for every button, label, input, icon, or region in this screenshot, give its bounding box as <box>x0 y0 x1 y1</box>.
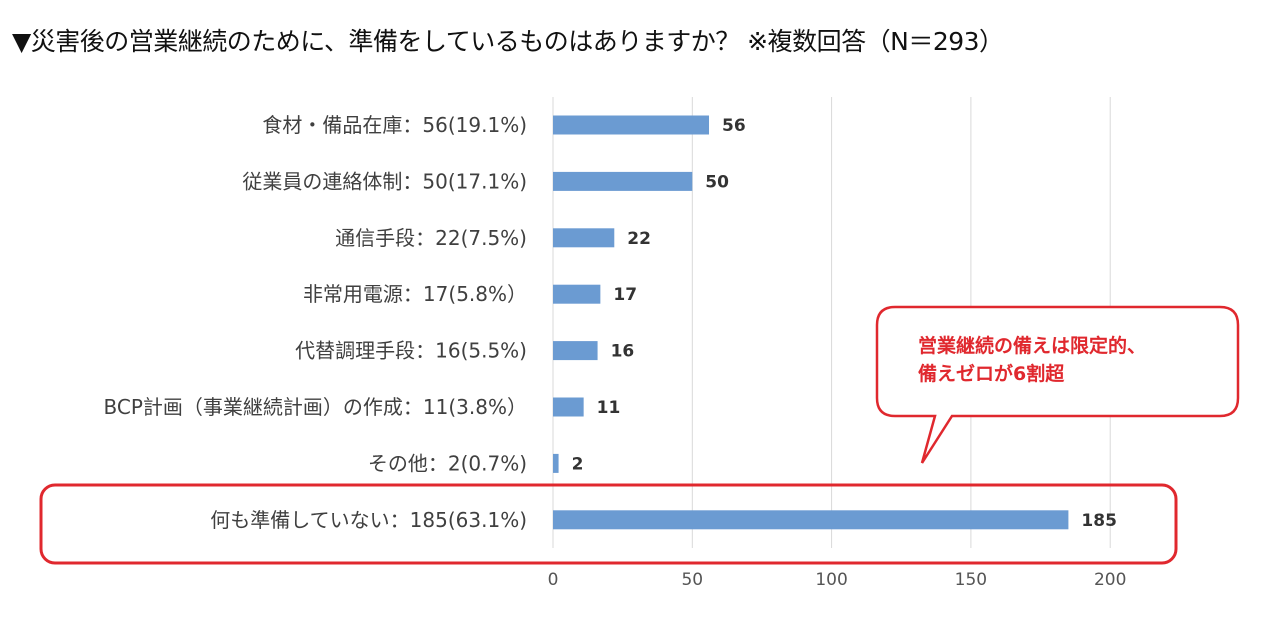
bar <box>553 397 584 417</box>
callout-line-2: 備えゼロが6割超 <box>918 362 1065 385</box>
callout: 営業継続の備えは限定的、 備えゼロが6割超 <box>875 305 1240 464</box>
data-label: 17 <box>613 285 637 305</box>
bar <box>553 228 615 248</box>
page-title: ▼災害後の営業継続のために、準備をしているものはありますか？ ※複数回答（N＝2… <box>12 27 1004 56</box>
data-label: 185 <box>1081 511 1117 531</box>
bars <box>553 115 1069 530</box>
bar <box>553 284 601 304</box>
category-label: その他：2(0.7%) <box>368 451 527 475</box>
bar <box>553 510 1069 530</box>
bar <box>553 171 693 191</box>
category-labels: 食材・備品在庫：56(19.1%) 従業員の連絡体制：50(17.1%) 通信手段：… <box>104 113 527 532</box>
data-label: 11 <box>597 398 621 418</box>
x-axis-ticks: 0 50 100 150 200 <box>548 570 1127 590</box>
category-label: 食材・備品在庫：56(19.1%) <box>262 113 527 137</box>
x-tick-label: 0 <box>548 570 559 590</box>
category-label: 従業員の連絡体制：50(17.1%) <box>242 169 527 193</box>
x-tick-label: 50 <box>681 570 703 590</box>
category-label: 何も準備していない：185(63.1%) <box>210 508 527 532</box>
highlight-box <box>39 483 1178 565</box>
category-label: 非常用電源：17(5.8%） <box>303 282 527 306</box>
value-labels: 56 50 22 17 16 11 2 185 <box>572 116 1117 531</box>
data-label: 2 <box>572 454 584 474</box>
bar <box>553 341 598 361</box>
data-label: 50 <box>705 172 729 192</box>
bar <box>553 115 710 135</box>
bar <box>553 453 559 473</box>
category-label: 代替調理手段：16(5.5%) <box>295 339 527 363</box>
data-label: 22 <box>627 229 651 249</box>
category-label: BCP計画（事業継続計画）の作成：11(3.8%） <box>104 395 527 419</box>
callout-bubble <box>875 305 1240 464</box>
callout-line-1: 営業継続の備えは限定的、 <box>918 334 1146 357</box>
x-tick-label: 100 <box>815 570 847 590</box>
x-tick-label: 150 <box>955 570 987 590</box>
data-label: 16 <box>611 342 635 362</box>
x-tick-label: 200 <box>1094 570 1126 590</box>
data-label: 56 <box>722 116 746 136</box>
category-label: 通信手段：22(7.5%) <box>335 226 527 250</box>
